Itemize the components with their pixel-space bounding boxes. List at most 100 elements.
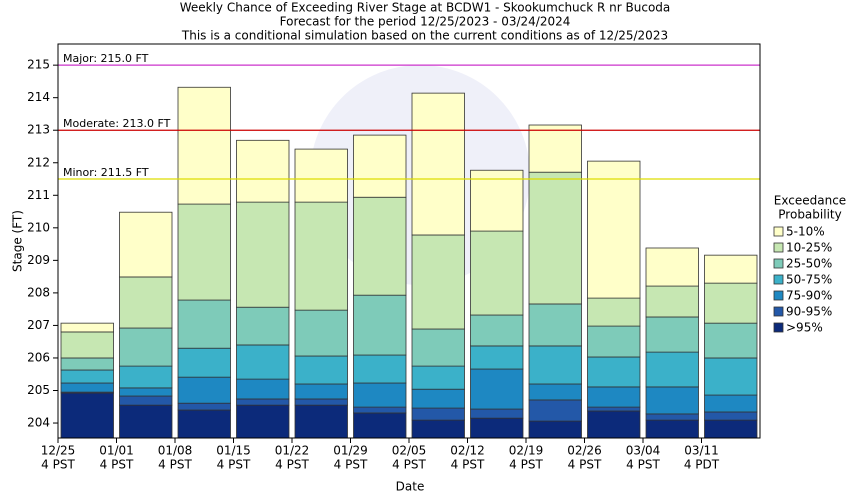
bar-segment — [411, 388, 465, 409]
bar-segment — [411, 419, 465, 439]
bar-segment — [587, 356, 641, 388]
bar-segment — [528, 345, 582, 385]
y-tick-label: 210 — [27, 220, 50, 234]
x-tick-label: 02/26 — [567, 444, 602, 458]
chart-title: Weekly Chance of Exceeding River Stage a… — [180, 1, 671, 15]
bar-segment — [704, 254, 758, 284]
bar-segment — [528, 383, 582, 401]
x-tick-label: 4 PST — [509, 458, 543, 472]
bar-segment — [587, 297, 641, 327]
x-tick-label: 01/01 — [99, 444, 134, 458]
threshold-label: Minor: 211.5 FT — [63, 166, 149, 179]
bar-segment — [294, 398, 348, 406]
bar-segment — [704, 357, 758, 396]
bar-segment — [60, 322, 114, 333]
legend-swatch — [773, 226, 784, 237]
bar-segment — [236, 306, 290, 346]
bar-segment — [645, 419, 699, 439]
x-tick-label: 02/12 — [450, 444, 485, 458]
bar-segment — [411, 92, 465, 236]
bar-segment — [294, 201, 348, 311]
threshold-label: Moderate: 213.0 FT — [63, 117, 171, 130]
x-tick-label: 01/29 — [333, 444, 368, 458]
legend-swatch — [773, 274, 784, 285]
bar-segment — [411, 365, 465, 390]
legend-swatch — [773, 258, 784, 269]
x-tick-label: 4 PST — [334, 458, 368, 472]
bar-segment — [411, 234, 465, 330]
legend-label: 50-75% — [786, 273, 832, 287]
x-tick-label: 4 PST — [275, 458, 309, 472]
x-tick-label: 03/04 — [626, 444, 661, 458]
bar-segment — [704, 282, 758, 324]
bar-segment — [645, 247, 699, 287]
bar-segment — [177, 299, 231, 349]
bar-segment — [236, 404, 290, 439]
x-tick-label: 02/19 — [509, 444, 544, 458]
bar-segment — [60, 357, 114, 371]
y-tick-label: 215 — [27, 58, 50, 72]
x-tick-label: 02/05 — [392, 444, 427, 458]
x-tick-label: 01/22 — [275, 444, 310, 458]
bar-segment — [353, 294, 407, 356]
bar-segment — [119, 365, 173, 389]
bar-segment — [236, 378, 290, 400]
bar-segment — [470, 345, 524, 370]
legend-label: 90-95% — [786, 305, 832, 319]
bar-segment — [119, 395, 173, 406]
bar-segment — [60, 382, 114, 393]
y-axis-label: Stage (FT) — [11, 210, 25, 272]
bar-segment — [470, 417, 524, 439]
bar-segment — [353, 354, 407, 384]
bar-segment — [294, 309, 348, 357]
bar-segment — [704, 411, 758, 421]
bar-segment — [236, 344, 290, 380]
bar-segment — [470, 169, 524, 232]
y-tick-label: 205 — [27, 383, 50, 397]
bar-segment — [528, 171, 582, 305]
legend-swatch — [773, 242, 784, 253]
bar-segment — [353, 412, 407, 439]
bar-segment — [470, 314, 524, 347]
bar-segment — [177, 347, 231, 378]
legend-label: >95% — [786, 321, 823, 335]
bar-segment — [177, 86, 231, 205]
bar-segment — [236, 139, 290, 203]
bar-segment — [177, 376, 231, 404]
bar-segment — [645, 316, 699, 353]
bar-segment — [411, 407, 465, 421]
bar-segment — [528, 303, 582, 347]
bar-segment — [294, 404, 348, 439]
bar-segment — [294, 148, 348, 203]
bar-segment — [645, 413, 699, 421]
bar-segment — [60, 369, 114, 384]
bar-segment — [645, 386, 699, 415]
y-tick-label: 213 — [27, 123, 50, 137]
bar-segment — [353, 382, 407, 408]
bar-segment — [587, 160, 641, 299]
bar-segment — [528, 420, 582, 439]
x-tick-label: 12/25 — [41, 444, 76, 458]
bar-segment — [294, 383, 348, 400]
bar-segment — [587, 410, 641, 439]
y-tick-label: 204 — [27, 416, 50, 430]
x-tick-label: 4 PST — [100, 458, 134, 472]
bar-segment — [528, 124, 582, 173]
bar-segment — [587, 386, 641, 408]
bar-segment — [177, 402, 231, 411]
legend-swatch — [773, 322, 784, 333]
y-tick-label: 208 — [27, 285, 50, 299]
x-tick-label: 4 PST — [217, 458, 251, 472]
legend-label: 75-90% — [786, 289, 832, 303]
bar-segment — [119, 276, 173, 329]
bar-segment — [60, 331, 114, 359]
y-tick-label: 207 — [27, 318, 50, 332]
y-tick-label: 206 — [27, 350, 50, 364]
x-tick-label: 4 PST — [568, 458, 602, 472]
x-tick-label: 4 PST — [392, 458, 426, 472]
bar-segment — [645, 285, 699, 318]
y-tick-label: 214 — [27, 90, 50, 104]
bar-segment — [119, 211, 173, 278]
bar-segment — [119, 404, 173, 439]
